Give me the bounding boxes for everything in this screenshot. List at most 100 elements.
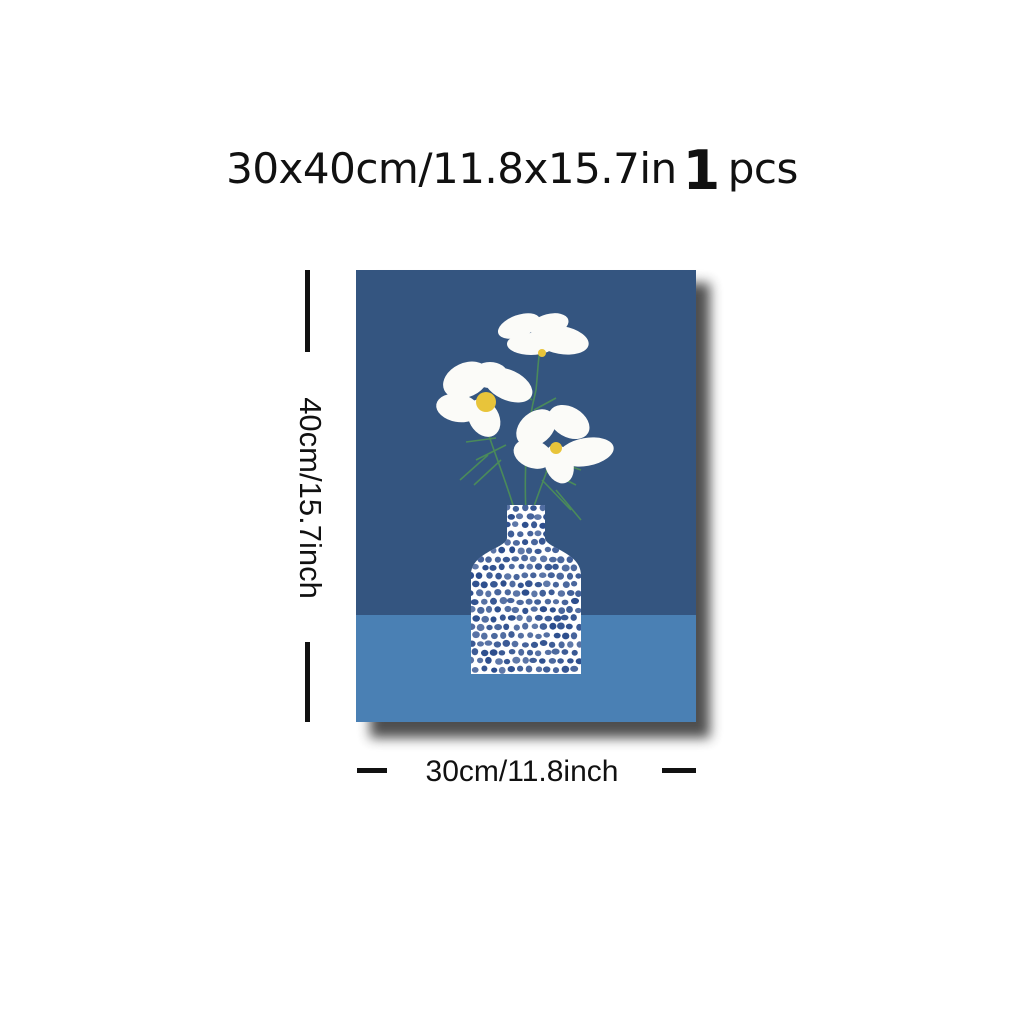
quantity-number: 1 xyxy=(682,139,721,202)
vase-dot xyxy=(481,649,489,657)
vase-dot xyxy=(552,581,559,588)
vase-dot xyxy=(522,622,529,630)
vase-dot xyxy=(534,548,542,555)
vase-dot xyxy=(517,632,524,639)
vase-dot xyxy=(570,614,577,621)
vase-dot xyxy=(500,580,507,587)
vase-dot xyxy=(539,640,548,646)
vase-dot xyxy=(507,530,515,538)
vase-dot xyxy=(489,564,497,571)
vase-dot xyxy=(561,649,569,655)
vase-dot xyxy=(484,640,493,646)
vase-dot xyxy=(575,590,581,598)
vase-dot xyxy=(549,556,557,563)
vase-dot xyxy=(490,616,497,623)
vase-dot xyxy=(504,573,512,580)
vase-dot xyxy=(471,667,479,673)
vase-dot xyxy=(566,606,573,613)
vase-dot xyxy=(471,648,479,656)
vase-dot xyxy=(498,546,506,554)
vase-dot xyxy=(471,656,475,664)
vase-dot xyxy=(521,642,529,648)
vase-dot xyxy=(516,614,523,621)
vase-dot xyxy=(490,581,498,588)
vase-dot xyxy=(557,622,565,630)
vase-dot xyxy=(539,505,546,512)
vase-dot xyxy=(490,597,497,605)
vase-dot xyxy=(561,564,570,572)
vase-dot xyxy=(527,632,534,638)
vase-dot xyxy=(561,665,570,673)
vase-dot xyxy=(486,624,493,631)
artwork-illustration xyxy=(356,270,696,722)
vase-dot xyxy=(548,641,556,648)
vase-dot xyxy=(534,581,543,588)
size-heading: 30x40cm/11.8x15.7in 1 pcs xyxy=(0,138,1024,198)
vase-dot xyxy=(485,590,492,598)
vase-dot xyxy=(491,632,498,640)
vase-dot xyxy=(557,556,565,564)
vase-dot xyxy=(525,665,533,673)
vase-dot xyxy=(498,666,506,674)
vase-dot xyxy=(570,632,578,640)
vase-dot xyxy=(475,572,483,579)
vase-dot xyxy=(491,667,498,673)
vase-dot xyxy=(544,598,552,605)
vase-dot xyxy=(471,599,479,606)
vase-dot xyxy=(521,589,530,596)
flower-right xyxy=(513,404,614,484)
vase-dot xyxy=(513,573,520,581)
vase-dot xyxy=(552,599,560,605)
vase-dot xyxy=(552,667,560,674)
vase-dot xyxy=(566,556,573,563)
vase-dot xyxy=(544,615,553,622)
vase-dot xyxy=(518,563,525,570)
quantity-unit: pcs xyxy=(727,144,799,193)
vase-dot xyxy=(535,633,542,640)
vase-dot xyxy=(549,622,557,630)
vase-dot xyxy=(525,580,533,588)
vase-dot xyxy=(553,615,562,622)
vase-dot xyxy=(571,649,578,656)
vase-dot xyxy=(543,632,550,638)
vase-dot xyxy=(548,589,555,596)
vase-dot xyxy=(516,599,524,606)
flower-left xyxy=(436,361,533,437)
vase-dot xyxy=(481,598,488,605)
vase-dot xyxy=(476,589,484,597)
vase-dot xyxy=(472,631,480,639)
vase-dot xyxy=(508,649,516,655)
vase-dot xyxy=(539,658,546,664)
vase-dot xyxy=(471,605,476,613)
vase-dot xyxy=(575,607,581,614)
vase-dot xyxy=(471,572,475,579)
vase-dot xyxy=(511,556,519,562)
vase-dot xyxy=(476,623,485,632)
vase-dot xyxy=(511,640,519,648)
vase-dot xyxy=(522,607,529,615)
vase-dot xyxy=(517,582,524,589)
vase-dot xyxy=(544,546,552,553)
size-text: 30x40cm/11.8x15.7in xyxy=(226,144,677,193)
vase-dot xyxy=(562,632,570,640)
vase-dot xyxy=(494,556,501,563)
vase-dot xyxy=(560,614,569,621)
canvas-print xyxy=(356,270,696,722)
vase-dot xyxy=(551,648,560,655)
vase-dot xyxy=(498,563,505,571)
vase-dot xyxy=(529,555,537,563)
vase-dot xyxy=(495,658,503,665)
vase-dot xyxy=(567,658,574,664)
vase-dot xyxy=(489,649,498,656)
vase-dot xyxy=(561,599,569,606)
vase-dot xyxy=(543,666,551,673)
vase-dot xyxy=(481,632,488,640)
vase-dot xyxy=(576,641,581,648)
vase-dot xyxy=(547,572,555,579)
vase-dot xyxy=(477,606,485,614)
vase-dot xyxy=(503,658,511,665)
vase-dot xyxy=(507,514,515,520)
vase-dot xyxy=(522,505,529,512)
vase-dot xyxy=(522,539,529,546)
